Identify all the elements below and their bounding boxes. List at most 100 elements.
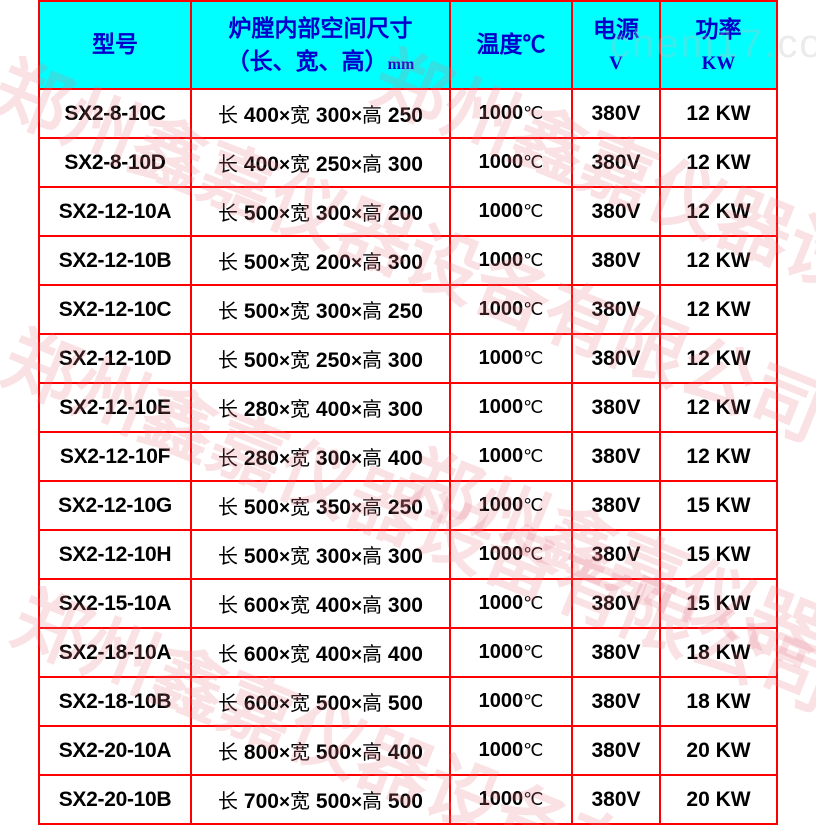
table-row: SX2-8-10C 长 400×宽 300×高 250 1000℃ 380V 12 KW	[38, 88, 778, 139]
cell-voltage: 380V	[571, 676, 661, 727]
dim-width-label: 宽	[290, 791, 311, 813]
temperature-unit: ℃	[523, 544, 544, 564]
cell-temperature: 1000℃	[449, 676, 573, 727]
cell-dimensions: 长 500×宽 250×高 300	[190, 333, 451, 384]
cell-voltage: 380V	[571, 480, 661, 531]
spec-table-container: 型号 炉膛内部空间尺寸 （长、宽、高）mm 温度℃ 电源 V 功率 KW	[38, 0, 778, 825]
cell-dimensions: 长 800×宽 500×高 400	[190, 725, 451, 776]
cell-voltage: 380V	[571, 529, 661, 580]
dim-separator: ×	[350, 449, 363, 470]
temperature-value: 1000	[478, 690, 524, 712]
dim-width-value: 300	[315, 300, 351, 323]
table-row: SX2-20-10A 长 800×宽 500×高 400 1000℃ 380V 20 K…	[38, 725, 778, 776]
table-body: SX2-8-10C 长 400×宽 300×高 250 1000℃ 380V 12 KW…	[38, 88, 778, 825]
temperature-value: 1000	[478, 445, 524, 467]
header-label-temperature: 温度℃	[476, 32, 546, 58]
dim-length-label: 长	[218, 203, 239, 225]
cell-temperature: 1000℃	[449, 529, 573, 580]
temperature-value: 1000	[478, 739, 524, 761]
dim-separator: ×	[278, 694, 291, 715]
dim-separator: ×	[278, 547, 291, 568]
dim-length-value: 280	[243, 398, 279, 421]
table-row: SX2-12-10H 长 500×宽 300×高 300 1000℃ 380V 15 K…	[38, 529, 778, 580]
cell-voltage: 380V	[571, 333, 661, 384]
dim-length-value: 600	[243, 594, 279, 617]
dim-separator: ×	[278, 302, 291, 323]
cell-power: 15 KW	[659, 529, 778, 580]
dim-separator: ×	[350, 596, 363, 617]
dim-separator: ×	[350, 645, 363, 666]
cell-voltage: 380V	[571, 774, 661, 825]
dim-height-value: 500	[387, 790, 423, 813]
dim-length-value: 400	[243, 153, 279, 176]
dim-width-value: 350	[315, 496, 351, 519]
temperature-value: 1000	[478, 200, 524, 222]
temperature-unit: ℃	[523, 740, 544, 760]
dim-width-label: 宽	[290, 742, 311, 764]
dim-separator: ×	[350, 155, 363, 176]
cell-temperature: 1000℃	[449, 88, 573, 139]
header-label-power: 功率	[695, 16, 742, 42]
header-row: 型号 炉膛内部空间尺寸 （长、宽、高）mm 温度℃ 电源 V 功率 KW	[38, 0, 778, 90]
cell-temperature: 1000℃	[449, 627, 573, 678]
dim-separator: ×	[350, 743, 363, 764]
dim-length-value: 280	[243, 447, 279, 470]
cell-dimensions: 长 600×宽 400×高 300	[190, 578, 451, 629]
dim-height-label: 高	[362, 791, 383, 813]
dim-height-label: 高	[362, 448, 383, 470]
dim-separator: ×	[350, 204, 363, 225]
dim-separator: ×	[350, 498, 363, 519]
dim-height-value: 500	[387, 692, 423, 715]
cell-dimensions: 长 600×宽 400×高 400	[190, 627, 451, 678]
dim-height-label: 高	[362, 693, 383, 715]
dim-height-value: 300	[387, 545, 423, 568]
cell-temperature: 1000℃	[449, 725, 573, 776]
column-header-model: 型号	[38, 0, 192, 90]
temperature-unit: ℃	[523, 299, 544, 319]
cell-power: 12 KW	[659, 235, 778, 286]
cell-power: 12 KW	[659, 284, 778, 335]
table-row: SX2-12-10B 长 500×宽 200×高 300 1000℃ 380V 12 K…	[38, 235, 778, 286]
temperature-value: 1000	[478, 347, 524, 369]
dim-width-value: 400	[315, 643, 351, 666]
dim-width-label: 宽	[290, 693, 311, 715]
temperature-value: 1000	[478, 249, 524, 271]
dim-width-value: 500	[315, 790, 351, 813]
dim-length-label: 长	[218, 546, 239, 568]
table-row: SX2-12-10E 长 280×宽 400×高 300 1000℃ 380V 12 K…	[38, 382, 778, 433]
temperature-unit: ℃	[523, 152, 544, 172]
dim-length-value: 400	[243, 104, 279, 127]
header-power-unit: KW	[701, 52, 736, 74]
dim-width-value: 300	[315, 104, 351, 127]
cell-temperature: 1000℃	[449, 235, 573, 286]
dim-width-label: 宽	[290, 350, 311, 372]
dim-length-label: 长	[218, 448, 239, 470]
dim-separator: ×	[350, 106, 363, 127]
cell-dimensions: 长 500×宽 300×高 200	[190, 186, 451, 237]
cell-power: 20 KW	[659, 774, 778, 825]
dim-height-label: 高	[362, 399, 383, 421]
dim-height-value: 400	[387, 447, 423, 470]
cell-model: SX2-8-10D	[38, 137, 192, 188]
dim-height-label: 高	[362, 252, 383, 274]
temperature-unit: ℃	[523, 103, 544, 123]
dim-length-value: 600	[243, 643, 279, 666]
dim-width-value: 300	[315, 202, 351, 225]
dim-height-value: 300	[387, 251, 423, 274]
table-row: SX2-15-10A 长 600×宽 400×高 300 1000℃ 380V 15 K…	[38, 578, 778, 629]
dim-length-label: 长	[218, 742, 239, 764]
temperature-value: 1000	[478, 102, 524, 124]
cell-temperature: 1000℃	[449, 333, 573, 384]
cell-temperature: 1000℃	[449, 382, 573, 433]
dim-height-label: 高	[362, 350, 383, 372]
dim-separator: ×	[350, 547, 363, 568]
cell-voltage: 380V	[571, 578, 661, 629]
dim-separator: ×	[278, 253, 291, 274]
cell-power: 20 KW	[659, 725, 778, 776]
cell-power: 12 KW	[659, 137, 778, 188]
dim-height-value: 400	[387, 741, 423, 764]
dim-separator: ×	[278, 498, 291, 519]
temperature-unit: ℃	[523, 691, 544, 711]
dim-length-value: 500	[243, 496, 279, 519]
header-label-model: 型号	[92, 32, 138, 58]
